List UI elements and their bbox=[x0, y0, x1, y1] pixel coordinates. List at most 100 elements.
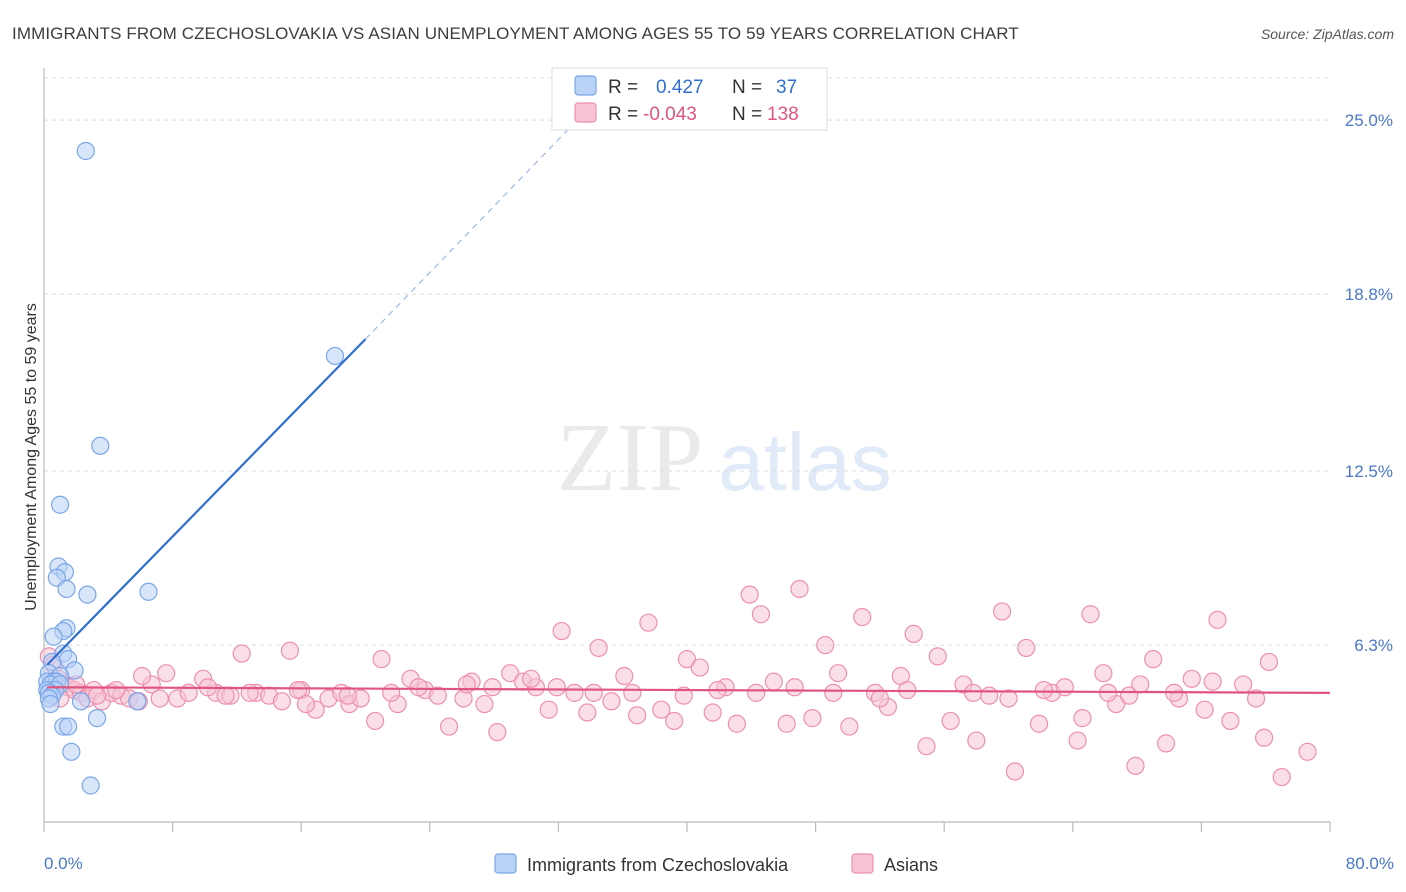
asians-point-117 bbox=[584, 683, 603, 702]
asians-point-141 bbox=[1254, 728, 1274, 747]
asians-point-130 bbox=[382, 683, 401, 702]
asians-point-104 bbox=[1272, 767, 1291, 787]
asians-point-78 bbox=[941, 711, 960, 731]
asians-point-105 bbox=[1298, 742, 1317, 761]
czechoslovakia-point-9 bbox=[139, 582, 158, 601]
asians-point-93 bbox=[1131, 675, 1150, 694]
czechoslovakia-point-2 bbox=[91, 436, 110, 455]
stats-n-label-blue: N = bbox=[732, 77, 762, 98]
asians-point-123 bbox=[1034, 680, 1053, 700]
czechoslovakia-point-12 bbox=[44, 627, 63, 646]
asians-point-97 bbox=[1182, 669, 1201, 688]
asians-point-115 bbox=[457, 675, 476, 694]
asians-point-140 bbox=[1203, 672, 1222, 691]
chart-title: IMMIGRANTS FROM CZECHOSLOVAKIA VS ASIAN … bbox=[12, 24, 1019, 43]
asians-point-89 bbox=[1081, 605, 1100, 624]
asians-point-58 bbox=[690, 658, 709, 677]
asians-point-136 bbox=[870, 689, 890, 708]
trend-line-czechoslovakia-extension bbox=[365, 122, 575, 340]
asians-point-69 bbox=[829, 664, 848, 683]
asians-point-71 bbox=[853, 607, 872, 627]
asians-point-128 bbox=[216, 686, 235, 705]
asians-point-66 bbox=[790, 579, 809, 599]
asians-point-54 bbox=[639, 613, 658, 632]
asians-point-75 bbox=[904, 624, 923, 643]
watermark-atlas: atlas bbox=[718, 417, 891, 508]
asians-point-84 bbox=[1017, 638, 1036, 658]
legend-label-asians: Asians bbox=[884, 855, 938, 875]
asians-point-120 bbox=[824, 683, 843, 702]
asians-point-109 bbox=[150, 689, 169, 708]
czechoslovakia-point-34 bbox=[59, 717, 78, 736]
legend-label-czechoslovakia: Immigrants from Czechoslovakia bbox=[527, 855, 789, 875]
asians-point-42 bbox=[488, 723, 507, 742]
asians-point-76 bbox=[917, 737, 936, 756]
asians-point-55 bbox=[652, 700, 671, 719]
asians-point-82 bbox=[992, 602, 1012, 621]
asians-point-50 bbox=[589, 638, 608, 658]
asians-point-119 bbox=[747, 683, 766, 702]
asians-point-102 bbox=[1246, 689, 1266, 708]
y-tick-label-3: 25.0% bbox=[1345, 111, 1393, 130]
czechoslovakia-point-3 bbox=[50, 495, 70, 514]
asians-point-90 bbox=[1094, 664, 1113, 683]
asians-point-24 bbox=[272, 692, 292, 711]
stats-r-value-pink: -0.043 bbox=[643, 104, 697, 125]
asians-point-47 bbox=[552, 621, 571, 641]
series-czechoslovakia-points bbox=[38, 141, 345, 795]
legend-swatch-asians bbox=[851, 853, 874, 874]
stats-r-label-pink: R = bbox=[608, 104, 638, 125]
asians-point-65 bbox=[777, 714, 796, 733]
asians-point-94 bbox=[1144, 650, 1163, 669]
czechoslovakia-point-8 bbox=[78, 585, 97, 604]
asians-point-132 bbox=[547, 678, 566, 697]
asians-point-41 bbox=[475, 694, 494, 714]
asians-point-48 bbox=[565, 683, 584, 702]
asians-point-108 bbox=[107, 680, 126, 700]
asians-point-138 bbox=[1073, 709, 1092, 728]
czechoslovakia-point-1 bbox=[325, 346, 345, 366]
asians-point-57 bbox=[677, 650, 697, 669]
y-tick-label-1: 12.5% bbox=[1345, 462, 1393, 481]
x-tick-label-min: 0.0% bbox=[44, 854, 83, 873]
asians-point-88 bbox=[1068, 731, 1087, 750]
x-tick-label-max: 80.0% bbox=[1346, 854, 1394, 873]
czechoslovakia-point-35 bbox=[62, 742, 81, 761]
stats-r-value-blue: 0.427 bbox=[656, 77, 704, 98]
stats-n-label-pink: N = bbox=[732, 104, 762, 125]
asians-point-62 bbox=[740, 585, 759, 604]
asians-point-46 bbox=[539, 700, 558, 719]
asians-point-56 bbox=[665, 711, 684, 731]
series-legend: Immigrants from Czechoslovakia Asians bbox=[494, 853, 938, 875]
asians-point-87 bbox=[1055, 678, 1074, 697]
watermark: ZIP atlas bbox=[557, 404, 892, 512]
legend-swatch-czechoslovakia bbox=[494, 853, 517, 874]
asians-point-53 bbox=[628, 706, 647, 725]
asians-point-116 bbox=[521, 669, 541, 688]
asians-point-37 bbox=[428, 686, 447, 705]
axis-layer: 6.3% 12.5% 18.8% 25.0% bbox=[43, 68, 1393, 832]
stats-r-label-blue: R = bbox=[608, 77, 638, 98]
points-layer bbox=[38, 141, 1317, 795]
asians-point-77 bbox=[928, 647, 947, 666]
asians-point-61 bbox=[727, 714, 746, 733]
asians-point-103 bbox=[1259, 652, 1279, 672]
asians-point-81 bbox=[980, 686, 999, 705]
czechoslovakia-point-30 bbox=[128, 692, 147, 711]
asians-point-101 bbox=[1234, 675, 1253, 694]
asians-point-118 bbox=[674, 686, 693, 705]
stats-legend-swatch-blue bbox=[574, 75, 597, 96]
asians-point-85 bbox=[1029, 714, 1049, 733]
asians-point-83 bbox=[1005, 762, 1025, 781]
asians-point-135 bbox=[785, 678, 804, 697]
stats-legend: R = 0.427 N = 37 R = -0.043 N = 138 bbox=[551, 67, 828, 131]
asians-point-133 bbox=[623, 683, 642, 702]
czechoslovakia-point-7 bbox=[57, 579, 76, 599]
asians-point-98 bbox=[1195, 700, 1214, 719]
asians-point-43 bbox=[501, 664, 520, 683]
asians-point-67 bbox=[803, 709, 822, 728]
asians-point-68 bbox=[816, 636, 835, 655]
asians-point-131 bbox=[483, 678, 502, 697]
asians-point-111 bbox=[240, 683, 259, 702]
